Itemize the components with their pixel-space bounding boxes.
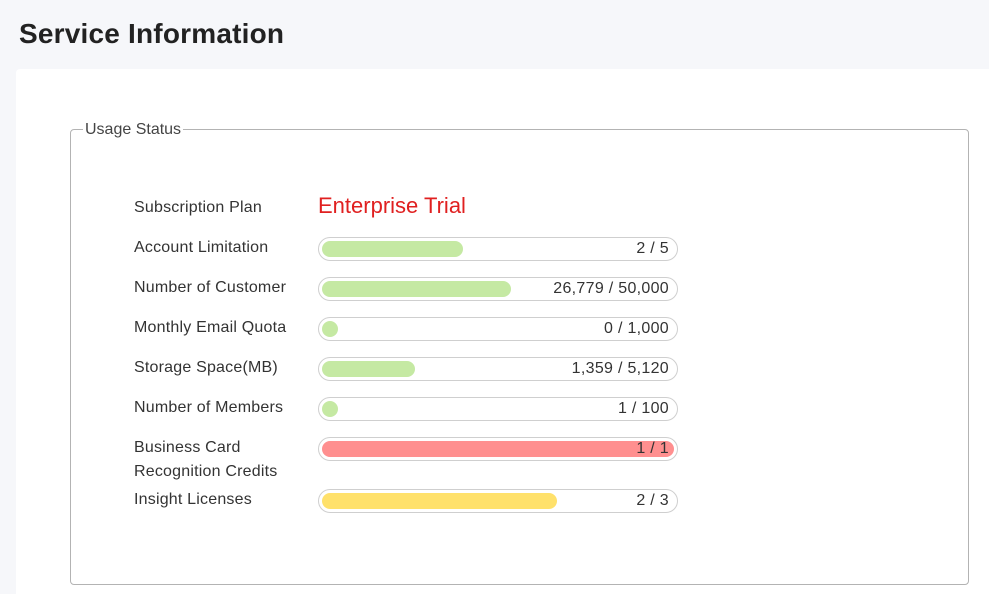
business-card-credits-bar-fill — [322, 441, 674, 457]
storage-space-value: 1,359 / 5,120 — [571, 360, 669, 377]
storage-space-label: Storage Space(MB) — [134, 359, 278, 376]
storage-space-bar-fill — [322, 361, 415, 377]
insight-licenses-bar-fill — [322, 493, 557, 509]
insight-licenses-bar: 2 / 3 — [318, 489, 678, 513]
number-of-customer-label: Number of Customer — [134, 279, 287, 296]
monthly-email-quota-label: Monthly Email Quota — [134, 319, 287, 336]
account-limitation-value: 2 / 5 — [636, 240, 669, 257]
number-of-customer-value: 26,779 / 50,000 — [553, 280, 669, 297]
business-card-credits-value: 1 / 1 — [636, 440, 669, 457]
number-of-customer-bar-fill — [322, 281, 511, 297]
number-of-members-value: 1 / 100 — [617, 400, 669, 417]
usage-status-fieldset: Usage Status Subscription Plan Enterpris… — [70, 120, 969, 585]
account-limitation-bar: 2 / 5 — [318, 237, 678, 261]
number-of-customer-bar: 26,779 / 50,000 — [318, 277, 678, 301]
subscription-plan-label: Subscription Plan — [134, 199, 262, 216]
storage-space-bar: 1,359 / 5,120 — [318, 357, 678, 381]
number-of-members-label: Number of Members — [134, 399, 284, 416]
account-limitation-label: Account Limitation — [134, 239, 269, 256]
monthly-email-quota-value: 0 / 1,000 — [604, 320, 669, 337]
number-of-members-bar: 1 / 100 — [318, 397, 678, 421]
monthly-email-quota-bar-fill — [322, 321, 338, 337]
insight-licenses-label: Insight Licenses — [134, 491, 252, 508]
monthly-email-quota-bar: 0 / 1,000 — [318, 317, 678, 341]
number-of-members-bar-fill — [322, 401, 338, 417]
business-card-credits-bar: 1 / 1 — [318, 437, 678, 461]
usage-status-legend: Usage Status — [83, 120, 184, 140]
page-title: Service Information — [19, 18, 285, 49]
business-card-credits-label: Business Card Recognition Credits — [134, 439, 278, 480]
subscription-plan-value: Enterprise Trial — [318, 193, 466, 218]
insight-licenses-value: 2 / 3 — [636, 492, 669, 509]
account-limitation-bar-fill — [322, 241, 463, 257]
service-info-card: Usage Status Subscription Plan Enterpris… — [16, 69, 989, 594]
